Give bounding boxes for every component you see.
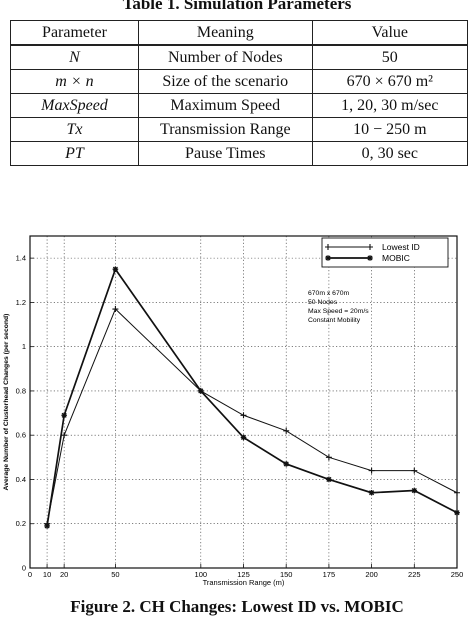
star-marker — [240, 434, 247, 441]
x-tick-label: 125 — [237, 570, 250, 579]
table-title: Table 1. Simulation Parameters — [122, 0, 352, 13]
x-tick-label: 0 — [28, 570, 32, 579]
cell-meaning: Pause Times — [137, 141, 313, 166]
star-marker — [368, 489, 375, 496]
annotation-line: 50 Nodes — [308, 299, 338, 306]
table-row: PT Pause Times 0, 30 sec — [10, 141, 469, 166]
x-tick-label: 20 — [60, 570, 68, 579]
cell-meaning: Size of the scenario — [137, 69, 313, 94]
series-lowest-id — [44, 306, 460, 527]
legend-label: Lowest ID — [382, 242, 420, 252]
star-marker — [112, 266, 119, 272]
ch-changes-chart: 0 10 20 50 100 125 150 175 200 225 250 0 0.2 0.4 0.6 0.… — [3, 235, 464, 587]
cell-parameter: N — [10, 44, 139, 70]
figure-caption: Figure 2. CH Changes: Lowest ID vs. MOBI… — [70, 597, 404, 616]
plus-marker — [325, 454, 332, 461]
legend-label: MOBIC — [382, 253, 410, 263]
cell-parameter: Tx — [10, 117, 139, 142]
legend-box — [321, 237, 449, 268]
star-marker — [61, 412, 67, 419]
y-tick-label: 1 — [22, 342, 26, 351]
plus-marker — [454, 489, 460, 496]
annotation-line: Max Speed = 20m/s — [308, 308, 369, 315]
simulation-parameters-table: Parameter Meaning Value N Number of Node… — [10, 20, 469, 166]
plus-marker — [411, 467, 418, 474]
cell-meaning: Number of Nodes — [137, 44, 313, 70]
star-marker — [198, 388, 204, 394]
cell-value: 1, 20, 30 m/sec — [311, 93, 469, 118]
x-tick-label: 175 — [323, 570, 336, 579]
star-marker — [325, 255, 331, 261]
plus-marker — [367, 244, 373, 250]
cell-value: 50 — [311, 44, 469, 70]
table-row: m × n Size of the scenario 670 × 670 m² — [10, 69, 469, 94]
grid-lines — [30, 236, 457, 568]
table-row: N Number of Nodes 50 — [10, 44, 469, 70]
header-parameter: Parameter — [10, 20, 139, 46]
plus-marker — [240, 412, 247, 419]
x-tick-label: 10 — [43, 570, 51, 579]
plus-marker — [325, 244, 331, 250]
cell-meaning: Transmission Range — [137, 117, 313, 142]
header-meaning: Meaning — [137, 20, 313, 46]
x-tick-label: 225 — [408, 570, 421, 579]
scenario-annotation: 670m x 670m 50 Nodes Max Speed = 20m/s Cons… — [308, 290, 369, 324]
x-tick-label: 50 — [111, 570, 119, 579]
cell-parameter: PT — [10, 141, 139, 166]
table-header-row: Parameter Meaning Value — [10, 20, 469, 46]
x-tick-label: 250 — [451, 570, 464, 579]
series-line — [46, 267, 458, 527]
y-tick-label: 0.6 — [16, 431, 26, 440]
x-tick-label: 200 — [365, 570, 378, 579]
plus-marker — [61, 432, 68, 439]
x-tick-label: 150 — [280, 570, 293, 579]
x-axis-label: Transmission Range (m) — [203, 578, 285, 587]
plus-marker — [283, 427, 290, 434]
star-marker — [454, 509, 460, 516]
star-marker — [411, 487, 418, 494]
x-tick-label: 100 — [195, 570, 208, 579]
y-tick-label: 0 — [22, 564, 26, 573]
series-mobic — [44, 266, 460, 529]
y-tick-label: 1.4 — [16, 254, 26, 263]
axis-ticks: 0 10 20 50 100 125 150 175 200 225 250 0 0.2 0.4 0.6 0.… — [16, 254, 464, 579]
cell-parameter: m × n — [10, 69, 139, 94]
series-lines — [44, 266, 460, 529]
table-row: MaxSpeed Maximum Speed 1, 20, 30 m/sec — [10, 93, 469, 118]
star-marker — [283, 461, 289, 467]
annotation-line: Constant Mobility — [308, 317, 361, 324]
table-row: Tx Transmission Range 10 − 250 m — [10, 117, 469, 142]
y-tick-label: 0.8 — [16, 386, 26, 395]
series-line — [46, 308, 458, 524]
star-marker — [44, 523, 50, 529]
annotation-line: 670m x 670m — [308, 290, 350, 297]
plus-marker — [112, 306, 119, 313]
y-axis-label: Average Number of Clusterhead Changes (p… — [3, 314, 10, 491]
star-marker — [367, 255, 373, 261]
cell-value: 670 × 670 m² — [311, 69, 469, 94]
cell-value: 0, 30 sec — [311, 141, 469, 166]
y-tick-label: 0.2 — [16, 519, 26, 528]
plus-marker — [368, 467, 375, 474]
y-tick-label: 0.4 — [16, 475, 26, 484]
cell-value: 10 − 250 m — [311, 117, 469, 142]
y-tick-label: 1.2 — [16, 298, 26, 307]
star-marker — [326, 476, 332, 483]
cell-meaning: Maximum Speed — [137, 93, 313, 118]
cell-parameter: MaxSpeed — [10, 93, 139, 118]
header-value: Value — [311, 20, 469, 46]
